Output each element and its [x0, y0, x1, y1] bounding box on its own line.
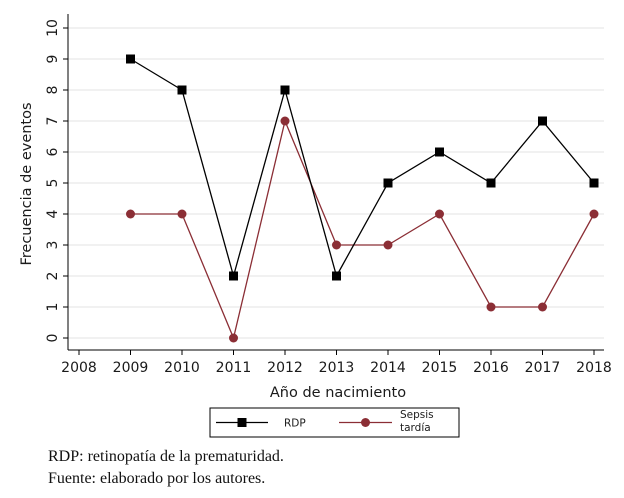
y-axis-title: Frecuencia de eventos — [19, 102, 35, 265]
point-sepsis-tard-a-2014 — [383, 240, 393, 250]
point-rdp-2017 — [538, 116, 547, 126]
series-line-sepsis-tard-a — [130, 118, 595, 341]
point-rdp-2014 — [383, 178, 393, 188]
x-tick-label-2008: 2008 — [61, 360, 97, 376]
y-tick-label-9: 9 — [45, 55, 61, 64]
y-tick-label-10: 10 — [45, 19, 61, 37]
legend-label-rdp: RDP — [284, 418, 306, 430]
point-sepsis-tard-a-2011 — [229, 333, 238, 343]
x-tick-label-2014: 2014 — [370, 360, 406, 376]
y-tick-label-0: 0 — [45, 334, 61, 343]
legend-label-sepsis-tard-a-line-2: tardía — [400, 422, 431, 434]
point-rdp-2011 — [229, 271, 238, 281]
point-sepsis-tard-a-2013 — [332, 240, 341, 250]
x-tick-label-2015: 2015 — [422, 360, 458, 376]
footnote-abbreviation: RDP: retinopatía de la prematuridad. — [48, 448, 284, 465]
y-tick-label-4: 4 — [45, 209, 61, 218]
legend-marker-sepsis-tard-a — [361, 418, 370, 427]
point-rdp-2016 — [486, 178, 496, 188]
legend-label-sepsis-tard-a-line-1: Sepsis — [400, 409, 434, 421]
point-rdp-2018 — [589, 178, 599, 188]
point-sepsis-tard-a-2017 — [538, 302, 547, 312]
point-sepsis-tard-a-2012 — [280, 116, 290, 126]
point-rdp-2012 — [280, 85, 290, 95]
point-sepsis-tard-a-2010 — [177, 209, 187, 219]
x-tick-label-2013: 2013 — [319, 360, 355, 376]
y-tick-label-3: 3 — [45, 241, 61, 250]
point-sepsis-tard-a-2015 — [435, 209, 444, 219]
footnote-source: Fuente: elaborado por los autores. — [48, 470, 266, 487]
y-tick-label-6: 6 — [45, 147, 61, 156]
x-tick-label-2017: 2017 — [525, 360, 561, 376]
x-tick-label-2009: 2009 — [113, 360, 149, 376]
y-tick-label-1: 1 — [45, 303, 61, 312]
y-tick-label-8: 8 — [45, 86, 61, 95]
x-axis-title: Año de nacimiento — [270, 385, 406, 401]
x-tick-label-2018: 2018 — [576, 360, 612, 376]
point-sepsis-tard-a-2016 — [486, 302, 496, 312]
point-rdp-2010 — [177, 85, 187, 95]
series-line-rdp — [130, 58, 595, 279]
x-tick-label-2016: 2016 — [473, 360, 509, 376]
legend-marker-rdp — [237, 418, 247, 427]
point-rdp-2009 — [126, 54, 135, 64]
point-rdp-2013 — [332, 271, 341, 281]
x-tick-label-2011: 2011 — [216, 360, 252, 376]
point-sepsis-tard-a-2009 — [126, 209, 135, 219]
point-rdp-2015 — [435, 147, 444, 157]
x-tick-label-2012: 2012 — [267, 360, 303, 376]
point-sepsis-tard-a-2018 — [589, 209, 599, 219]
x-tick-label-2010: 2010 — [164, 360, 200, 376]
y-tick-label-5: 5 — [45, 179, 61, 188]
y-tick-label-7: 7 — [45, 117, 61, 126]
y-tick-label-2: 2 — [45, 272, 61, 281]
